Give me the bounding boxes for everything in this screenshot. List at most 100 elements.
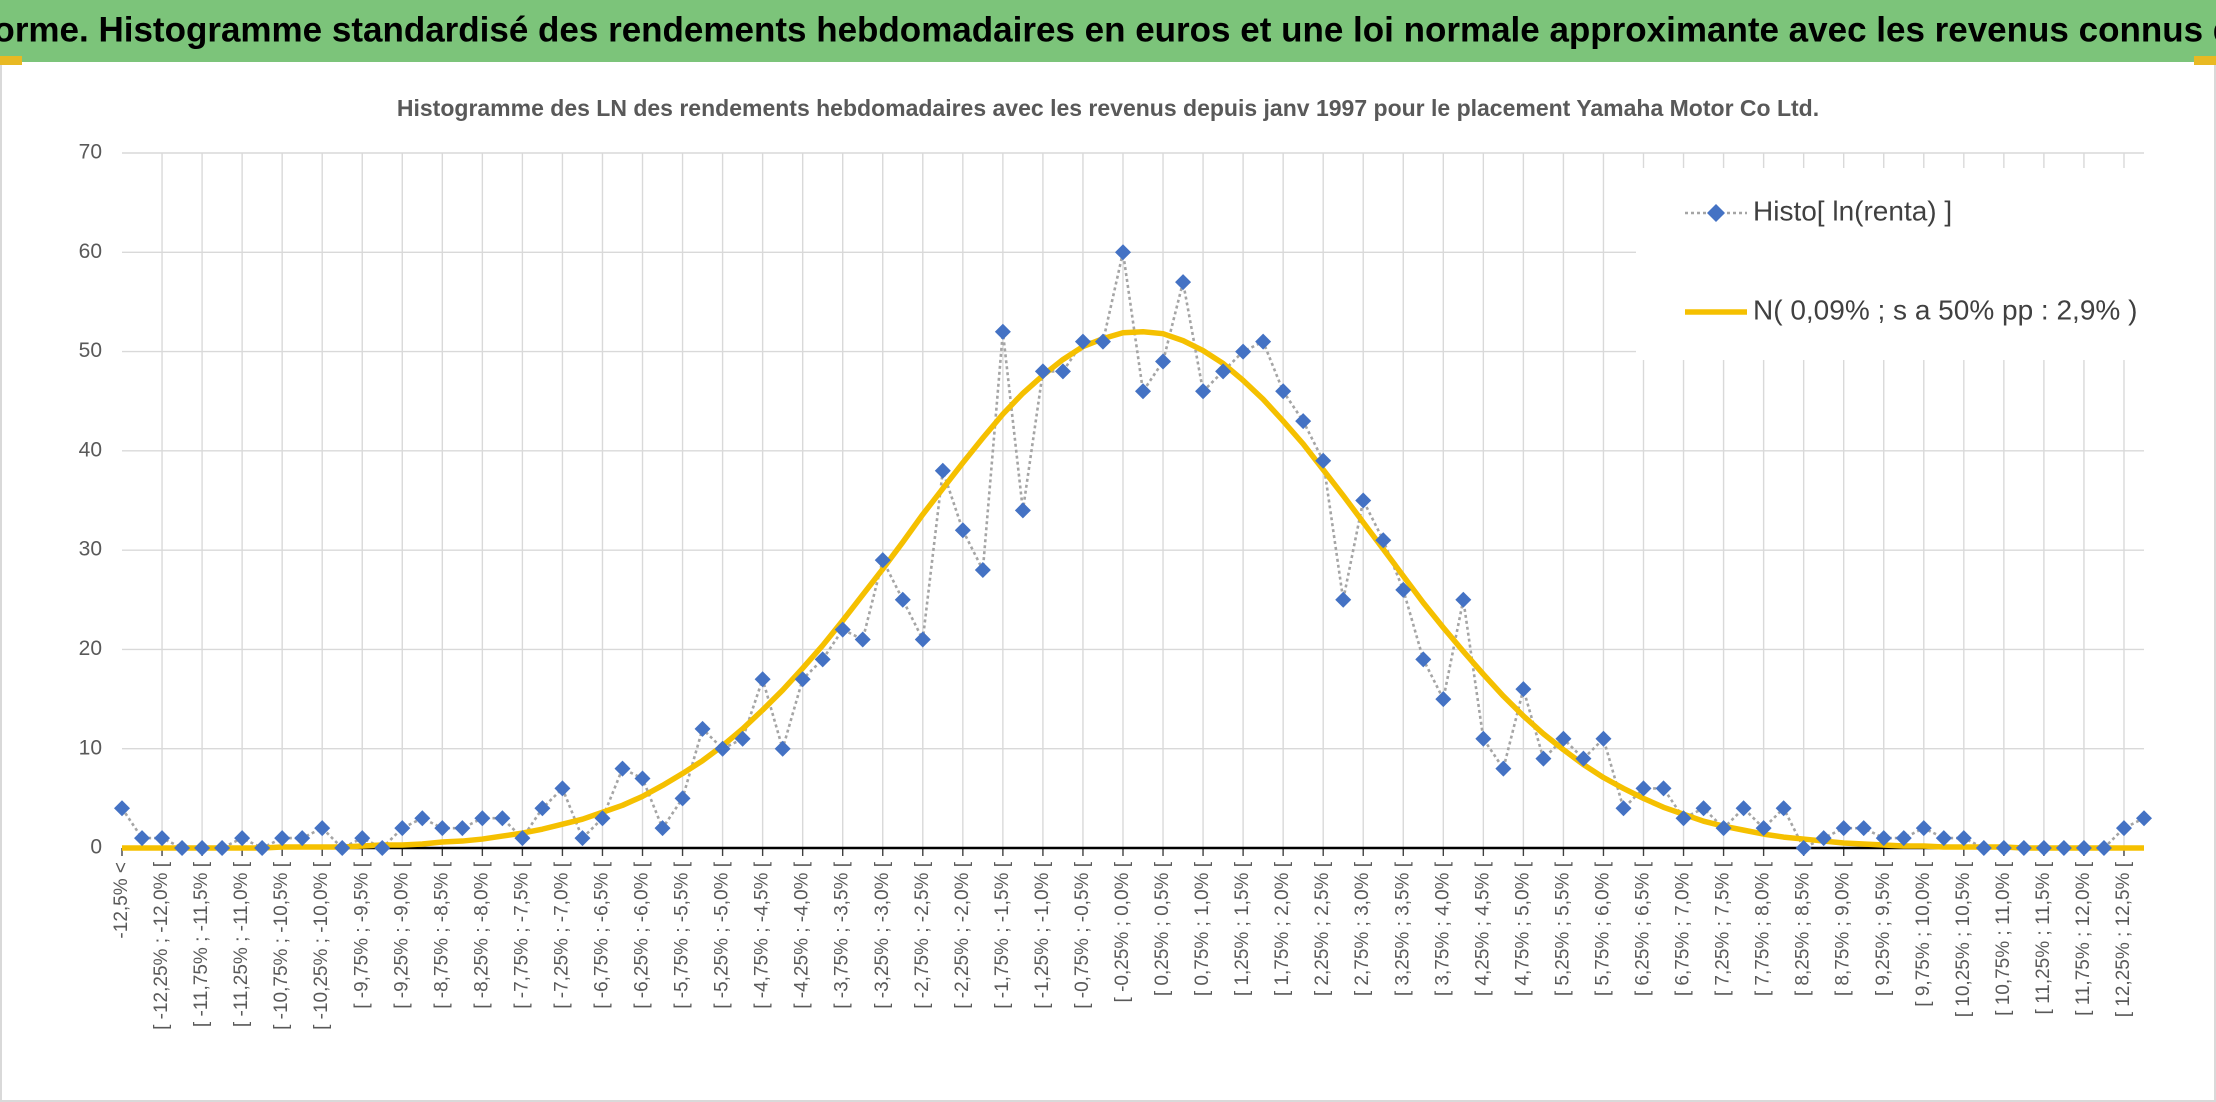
histo-point	[474, 810, 491, 827]
x-tick-label: [ -6,75% ; -6,5% [	[591, 861, 612, 1009]
x-tick-label: [ 1,25% ; 1,5% [	[1232, 861, 1253, 996]
x-tick-label: [ 6,75% ; 7,0% [	[1673, 861, 1694, 996]
histo-point	[1215, 363, 1232, 380]
x-tick-label: [ 6,25% ; 6,5% [	[1633, 861, 1654, 996]
x-tick-label: [ 12,25% ; 12,5% [	[2113, 861, 2134, 1017]
histo-point	[1335, 591, 1352, 608]
x-tick-label: [ -0,25% ; 0,0% [	[1112, 861, 1133, 1002]
histo-point	[1435, 691, 1452, 708]
x-tick-label: [ -1,75% ; -1,5% [	[992, 861, 1013, 1009]
histo-point	[1295, 413, 1312, 430]
histo-point	[1675, 810, 1692, 827]
histo-point	[2136, 810, 2152, 827]
histo-point	[134, 830, 151, 847]
histo-point	[1255, 333, 1272, 350]
x-tick-label: [ -9,25% ; -9,0% [	[391, 861, 412, 1009]
histo-point	[174, 840, 191, 856]
histo-point	[654, 820, 671, 837]
histo-point	[314, 820, 331, 837]
histo-point	[734, 730, 751, 747]
x-tick-label: [ 0,75% ; 1,0% [	[1192, 861, 1213, 996]
x-tick-label: [ 9,25% ; 9,5% [	[1873, 861, 1894, 996]
histo-point	[154, 830, 171, 847]
histo-point	[1275, 383, 1292, 400]
header-bar	[0, 0, 2216, 62]
histo-point	[254, 840, 271, 856]
histo-point	[674, 790, 691, 807]
x-tick-label: [ -7,75% ; -7,5% [	[511, 861, 532, 1009]
x-tick-label: [ -2,25% ; -2,0% [	[952, 861, 973, 1009]
histo-point	[1515, 681, 1532, 698]
histo-point	[1655, 780, 1672, 797]
histo-point	[1555, 730, 1572, 747]
histo-point	[2035, 840, 2052, 856]
x-tick-label: [ -8,75% ; -8,5% [	[431, 861, 452, 1009]
x-tick-label: [ -2,75% ; -2,5% [	[912, 861, 933, 1009]
x-tick-label: [ -8,25% ; -8,0% [	[471, 861, 492, 1009]
histo-point	[1395, 581, 1412, 598]
histo-point	[1175, 274, 1192, 291]
y-tick-label: 40	[79, 438, 102, 461]
histo-point	[1235, 343, 1252, 360]
legend: Histo[ ln(renta) ] N( 0,09% ; s a 50% pp …	[1636, 168, 2146, 360]
histo-point	[1635, 780, 1652, 797]
x-tick-label: [ 11,25% ; 11,5% [	[2033, 861, 2054, 1014]
histo-point	[2015, 840, 2032, 856]
x-tick-label: [ 11,75% ; 12,0% [	[2073, 861, 2094, 1016]
x-tick-label: [ 7,75% ; 8,0% [	[1753, 861, 1774, 996]
histo-point	[914, 631, 931, 648]
histo-point	[1054, 363, 1071, 380]
x-tick-label: [ -0,75% ; -0,5% [	[1072, 861, 1093, 1009]
histo-point	[1014, 502, 1031, 519]
histo-point	[334, 840, 351, 856]
histo-point	[414, 810, 431, 827]
x-tick-label: [ -10,75% ; -10,5% [	[271, 861, 292, 1030]
histo-point	[1094, 333, 1111, 350]
corner-right	[2194, 56, 2216, 65]
histo-point	[1355, 492, 1372, 509]
histo-point	[2095, 840, 2112, 856]
histo-point	[854, 631, 871, 648]
corner-left	[0, 56, 22, 65]
histo-point	[2055, 840, 2072, 856]
x-tick-label: [ 3,75% ; 4,0% [	[1432, 861, 1453, 996]
histo-point	[2115, 820, 2132, 837]
histo-point	[434, 820, 451, 837]
histo-point	[1935, 830, 1952, 847]
x-tick-label: [ 2,75% ; 3,0% [	[1352, 861, 1373, 996]
histo-point	[234, 830, 251, 847]
histo-point	[714, 740, 731, 757]
histo-point	[1575, 750, 1592, 767]
histo-point	[114, 800, 130, 817]
histo-point	[1615, 800, 1632, 817]
histo-point	[954, 522, 971, 539]
histo-point	[794, 671, 811, 688]
x-tick-label: [ -12,25% ; -12,0% [	[151, 861, 172, 1030]
histo-point	[934, 462, 951, 479]
x-tick-label: [ -11,75% ; -11,5% [	[191, 861, 212, 1027]
x-tick-label: [ 4,25% ; 4,5% [	[1472, 861, 1493, 996]
histo-point	[1715, 820, 1732, 837]
legend-label: Histo[ ln(renta) ]	[1753, 195, 1952, 226]
histo-point	[1995, 840, 2012, 856]
histo-point	[1475, 730, 1492, 747]
histo-point	[1975, 840, 1992, 856]
legend-swatch	[1707, 204, 1725, 222]
x-tick-label: [ 8,25% ; 8,5% [	[1793, 861, 1814, 996]
histo-point	[354, 830, 371, 847]
histo-point	[1315, 452, 1332, 469]
histo-point	[814, 651, 831, 668]
histo-point	[1455, 591, 1472, 608]
histo-point	[1815, 830, 1832, 847]
x-tick-label: -12,5% <	[111, 862, 132, 939]
histo-point	[894, 591, 911, 608]
x-tick-label: [ -4,25% ; -4,0% [	[792, 861, 813, 1009]
x-tick-label: [ 3,25% ; 3,5% [	[1392, 861, 1413, 996]
histo-point	[534, 800, 551, 817]
chart-title: Histogramme des LN des rendements hebdom…	[397, 95, 1819, 121]
x-tick-label: [ 5,25% ; 5,5% [	[1552, 861, 1573, 996]
histo-point	[594, 810, 611, 827]
histo-point	[374, 840, 391, 856]
histo-point	[294, 830, 311, 847]
x-tick-label: [ 9,75% ; 10,0% [	[1913, 861, 1934, 1006]
